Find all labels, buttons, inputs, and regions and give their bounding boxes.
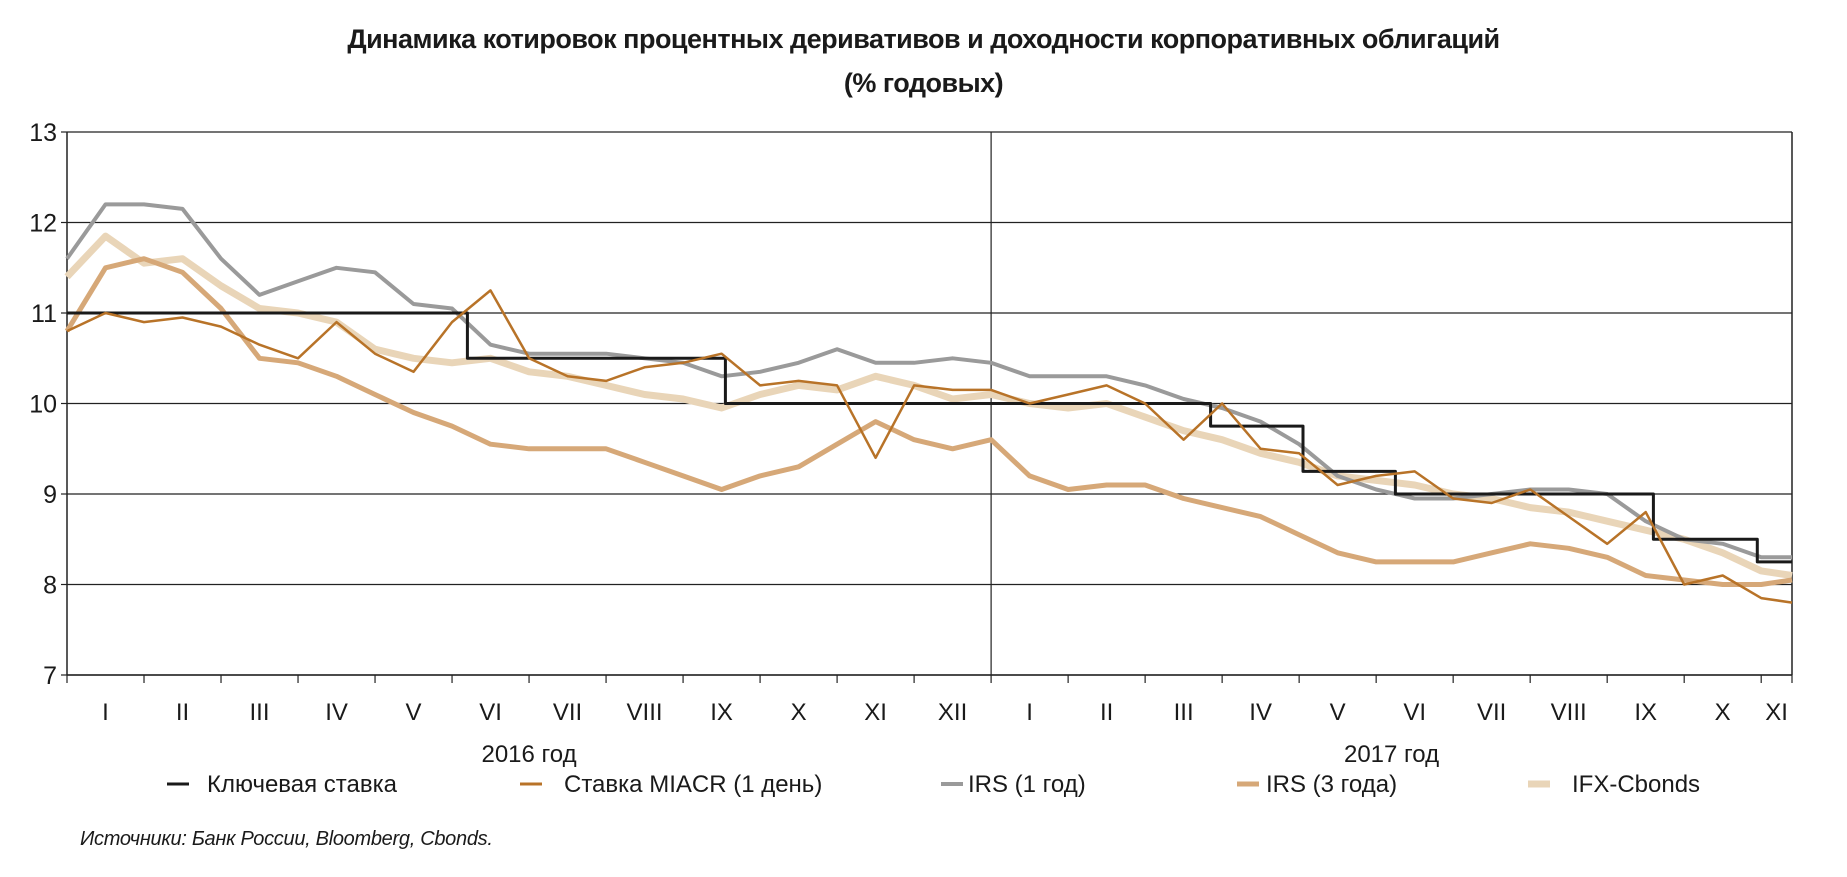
x-tick-label: II [1100,699,1113,726]
year-label: 2016 год [481,741,576,768]
x-tick-label: IX [710,699,733,726]
legend-label: Ключевая ставка [207,771,398,798]
x-tick-label: IV [325,699,348,726]
y-tick-label: 9 [43,481,57,509]
x-tick-label: V [1330,699,1346,726]
y-tick-label: 8 [43,572,57,600]
series-line-1 [66,289,1793,604]
x-tick-label: II [176,699,189,726]
x-tick-label: VI [479,699,502,726]
x-tick-label: III [1174,699,1194,726]
series-line-3 [64,256,1793,587]
x-tick-label: VII [553,699,582,726]
x-tick-label: VIII [627,699,663,726]
x-tick-label: IV [1249,699,1272,726]
x-tick-label: V [406,699,422,726]
y-tick-label: 10 [29,391,57,419]
source-note: Источники: Банк России, Bloomberg, Cbond… [80,828,493,850]
legend-label: IRS (1 год) [968,771,1086,798]
y-tick-label: 12 [29,210,57,238]
x-tick-label: XII [938,699,967,726]
year-label: 2017 год [1344,741,1439,768]
x-tick-label: I [102,699,109,726]
x-tick-label: XI [864,699,887,726]
legend-label: IRS (3 года) [1266,771,1397,798]
x-tick-label: X [791,699,807,726]
series-line-0 [67,311,1792,564]
series-line-4 [64,232,1793,579]
x-tick-label: III [250,699,270,726]
x-tick-label: VII [1477,699,1506,726]
x-tick-label: XI [1765,699,1788,726]
x-tick-label: IX [1634,699,1657,726]
x-tick-label: VIII [1551,699,1587,726]
x-tick-label: I [1026,699,1033,726]
y-tick-label: 7 [43,662,57,690]
series-line-2 [65,202,1792,560]
y-tick-label: 11 [31,300,57,328]
x-tick-label: X [1715,699,1731,726]
legend-label: Ставка MIACR (1 день) [564,771,822,798]
y-tick-label: 13 [29,119,57,147]
chart-title: Динамика котировок процентных деривативо… [347,24,1500,54]
legend-label: IFX-Cbonds [1572,771,1700,798]
x-tick-label: VI [1403,699,1426,726]
chart-subtitle: (% годовых) [843,68,1004,98]
